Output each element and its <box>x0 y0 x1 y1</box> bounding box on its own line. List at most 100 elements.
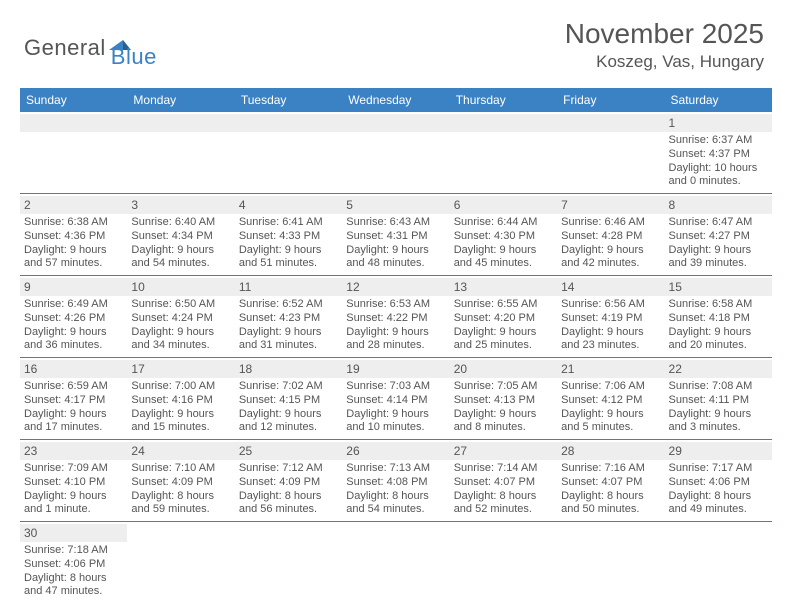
sunrise-text: Sunrise: 7:17 AM <box>669 462 768 476</box>
day-cell: 24Sunrise: 7:10 AMSunset: 4:09 PMDayligh… <box>127 440 234 521</box>
day-number: 28 <box>557 442 664 460</box>
sunrise-text: Sunrise: 7:05 AM <box>454 380 553 394</box>
sunrise-text: Sunrise: 6:38 AM <box>24 216 123 230</box>
daylight-text: Daylight: 8 hours and 49 minutes. <box>669 490 768 518</box>
daylight-text: Daylight: 9 hours and 10 minutes. <box>346 408 445 436</box>
week-row: 30Sunrise: 7:18 AMSunset: 4:06 PMDayligh… <box>20 522 772 603</box>
day-number: 30 <box>20 524 127 542</box>
day-cell-empty <box>450 522 557 603</box>
day-number: 2 <box>20 196 127 214</box>
sunset-text: Sunset: 4:11 PM <box>669 394 768 408</box>
day-cell-empty <box>342 522 449 603</box>
day-cell: 17Sunrise: 7:00 AMSunset: 4:16 PMDayligh… <box>127 358 234 439</box>
day-number: 13 <box>450 278 557 296</box>
day-cell: 26Sunrise: 7:13 AMSunset: 4:08 PMDayligh… <box>342 440 449 521</box>
day-number: 27 <box>450 442 557 460</box>
day-cell-empty <box>235 522 342 603</box>
sunset-text: Sunset: 4:19 PM <box>561 312 660 326</box>
sunset-text: Sunset: 4:06 PM <box>24 558 123 572</box>
day-number: 16 <box>20 360 127 378</box>
daylight-text: Daylight: 9 hours and 31 minutes. <box>239 326 338 354</box>
daylight-text: Daylight: 9 hours and 25 minutes. <box>454 326 553 354</box>
sunset-text: Sunset: 4:16 PM <box>131 394 230 408</box>
sunset-text: Sunset: 4:24 PM <box>131 312 230 326</box>
day-number: 25 <box>235 442 342 460</box>
empty-band <box>342 114 449 132</box>
weekday-row: SundayMondayTuesdayWednesdayThursdayFrid… <box>20 88 772 112</box>
sunrise-text: Sunrise: 7:09 AM <box>24 462 123 476</box>
weeks: 1Sunrise: 6:37 AMSunset: 4:37 PMDaylight… <box>20 112 772 603</box>
empty-band <box>235 114 342 132</box>
daylight-text: Daylight: 9 hours and 5 minutes. <box>561 408 660 436</box>
day-number: 23 <box>20 442 127 460</box>
week-row: 1 Sunrise: 6:37 AMSunset: 4:37 PMDaylight… <box>20 112 772 194</box>
day-number: 19 <box>342 360 449 378</box>
header: General Blue November 2025 Koszeg, Vas, … <box>0 0 792 80</box>
day-number: 8 <box>665 196 772 214</box>
daylight-text: Daylight: 9 hours and 23 minutes. <box>561 326 660 354</box>
daylight-text: Daylight: 9 hours and 1 minute. <box>24 490 123 518</box>
empty-band <box>20 114 127 132</box>
sunset-text: Sunset: 4:33 PM <box>239 230 338 244</box>
day-number: 26 <box>342 442 449 460</box>
sunset-text: Sunset: 4:30 PM <box>454 230 553 244</box>
sunrise-text: Sunrise: 6:41 AM <box>239 216 338 230</box>
day-number: 21 <box>557 360 664 378</box>
logo-text-blue: Blue <box>111 44 157 70</box>
day-cell-empty <box>20 112 127 193</box>
sunset-text: Sunset: 4:28 PM <box>561 230 660 244</box>
sunrise-text: Sunrise: 6:55 AM <box>454 298 553 312</box>
daylight-text: Daylight: 8 hours and 52 minutes. <box>454 490 553 518</box>
day-cell: 9Sunrise: 6:49 AMSunset: 4:26 PMDaylight… <box>20 276 127 357</box>
daylight-text: Daylight: 9 hours and 42 minutes. <box>561 244 660 272</box>
sunset-text: Sunset: 4:09 PM <box>131 476 230 490</box>
sunrise-text: Sunrise: 6:46 AM <box>561 216 660 230</box>
sunset-text: Sunset: 4:18 PM <box>669 312 768 326</box>
day-number: 6 <box>450 196 557 214</box>
sunset-text: Sunset: 4:36 PM <box>24 230 123 244</box>
day-cell: 5Sunrise: 6:43 AMSunset: 4:31 PMDaylight… <box>342 194 449 275</box>
calendar: SundayMondayTuesdayWednesdayThursdayFrid… <box>20 88 772 603</box>
sunrise-text: Sunrise: 7:12 AM <box>239 462 338 476</box>
daylight-text: Daylight: 9 hours and 17 minutes. <box>24 408 123 436</box>
logo: General Blue <box>24 26 157 70</box>
sunset-text: Sunset: 4:37 PM <box>669 148 768 162</box>
sunrise-text: Sunrise: 6:49 AM <box>24 298 123 312</box>
sunrise-text: Sunrise: 6:52 AM <box>239 298 338 312</box>
empty-band <box>127 114 234 132</box>
day-cell: 1 Sunrise: 6:37 AMSunset: 4:37 PMDaylight… <box>665 112 772 193</box>
daylight-text: Daylight: 10 hours and 0 minutes. <box>669 162 768 190</box>
sunrise-text: Sunrise: 7:10 AM <box>131 462 230 476</box>
daylight-text: Daylight: 8 hours and 54 minutes. <box>346 490 445 518</box>
sunrise-text: Sunrise: 7:14 AM <box>454 462 553 476</box>
week-row: 23Sunrise: 7:09 AMSunset: 4:10 PMDayligh… <box>20 440 772 522</box>
sunset-text: Sunset: 4:17 PM <box>24 394 123 408</box>
day-cell-empty <box>127 522 234 603</box>
day-cell-empty <box>235 112 342 193</box>
day-cell: 25Sunrise: 7:12 AMSunset: 4:09 PMDayligh… <box>235 440 342 521</box>
day-number: 7 <box>557 196 664 214</box>
weekday-label: Wednesday <box>342 88 449 112</box>
weekday-label: Tuesday <box>235 88 342 112</box>
sunrise-text: Sunrise: 7:06 AM <box>561 380 660 394</box>
month-title: November 2025 <box>565 18 764 50</box>
day-cell: 13Sunrise: 6:55 AMSunset: 4:20 PMDayligh… <box>450 276 557 357</box>
day-number: 1 <box>665 114 772 132</box>
sunrise-text: Sunrise: 7:13 AM <box>346 462 445 476</box>
sunrise-text: Sunrise: 7:08 AM <box>669 380 768 394</box>
sunrise-text: Sunrise: 6:44 AM <box>454 216 553 230</box>
sunrise-text: Sunrise: 7:02 AM <box>239 380 338 394</box>
day-cell-empty <box>665 522 772 603</box>
day-cell: 20Sunrise: 7:05 AMSunset: 4:13 PMDayligh… <box>450 358 557 439</box>
day-cell: 2Sunrise: 6:38 AMSunset: 4:36 PMDaylight… <box>20 194 127 275</box>
sunset-text: Sunset: 4:22 PM <box>346 312 445 326</box>
day-cell: 4Sunrise: 6:41 AMSunset: 4:33 PMDaylight… <box>235 194 342 275</box>
week-row: 2 Sunrise: 6:38 AMSunset: 4:36 PM Daylight… <box>20 194 772 276</box>
sunset-text: Sunset: 4:07 PM <box>454 476 553 490</box>
sunset-text: Sunset: 4:14 PM <box>346 394 445 408</box>
sunset-text: Sunset: 4:31 PM <box>346 230 445 244</box>
day-number: 14 <box>557 278 664 296</box>
sunrise-text: Sunrise: 6:37 AM <box>669 134 768 148</box>
daylight-text: Daylight: 9 hours and 39 minutes. <box>669 244 768 272</box>
sunrise-text: Sunrise: 7:00 AM <box>131 380 230 394</box>
